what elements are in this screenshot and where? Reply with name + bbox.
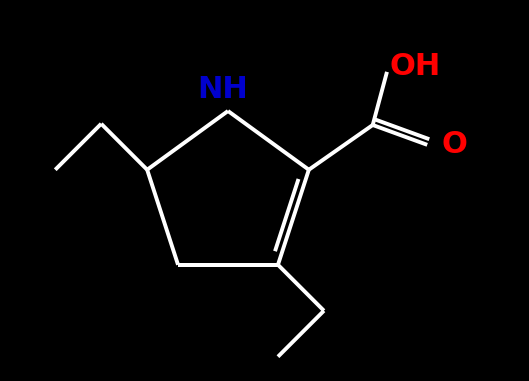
Text: OH: OH [389, 52, 441, 82]
Text: O: O [441, 130, 467, 159]
Text: NH: NH [198, 75, 249, 104]
